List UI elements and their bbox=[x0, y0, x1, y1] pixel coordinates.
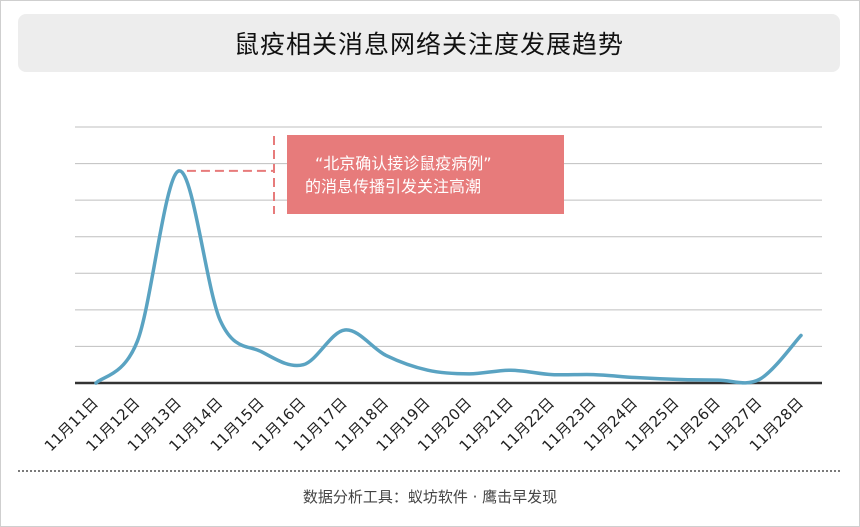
peak-annotation: “北京确认接诊鼠疫病例” 的消息传播引发关注高潮 bbox=[287, 135, 564, 214]
annotation-line-1: “北京确认接诊鼠疫病例” bbox=[315, 153, 492, 173]
annotation-leader bbox=[186, 136, 275, 214]
series-line bbox=[94, 169, 803, 385]
gridlines bbox=[75, 126, 822, 385]
chart-marks bbox=[94, 136, 803, 385]
x-axis-labels: 11月11日11月12日11月13日11月14日11月15日11月16日11月1… bbox=[41, 394, 807, 455]
footer-divider bbox=[18, 470, 840, 472]
annotation-line-2: 的消息传播引发关注高潮 bbox=[305, 176, 482, 196]
chart-title: 鼠疫相关消息网络关注度发展趋势 bbox=[233, 30, 624, 59]
footer-source: 数据分析工具：蚁坊软件 · 鹰击早发现 bbox=[302, 488, 558, 506]
title-bar: 鼠疫相关消息网络关注度发展趋势 bbox=[18, 14, 840, 72]
